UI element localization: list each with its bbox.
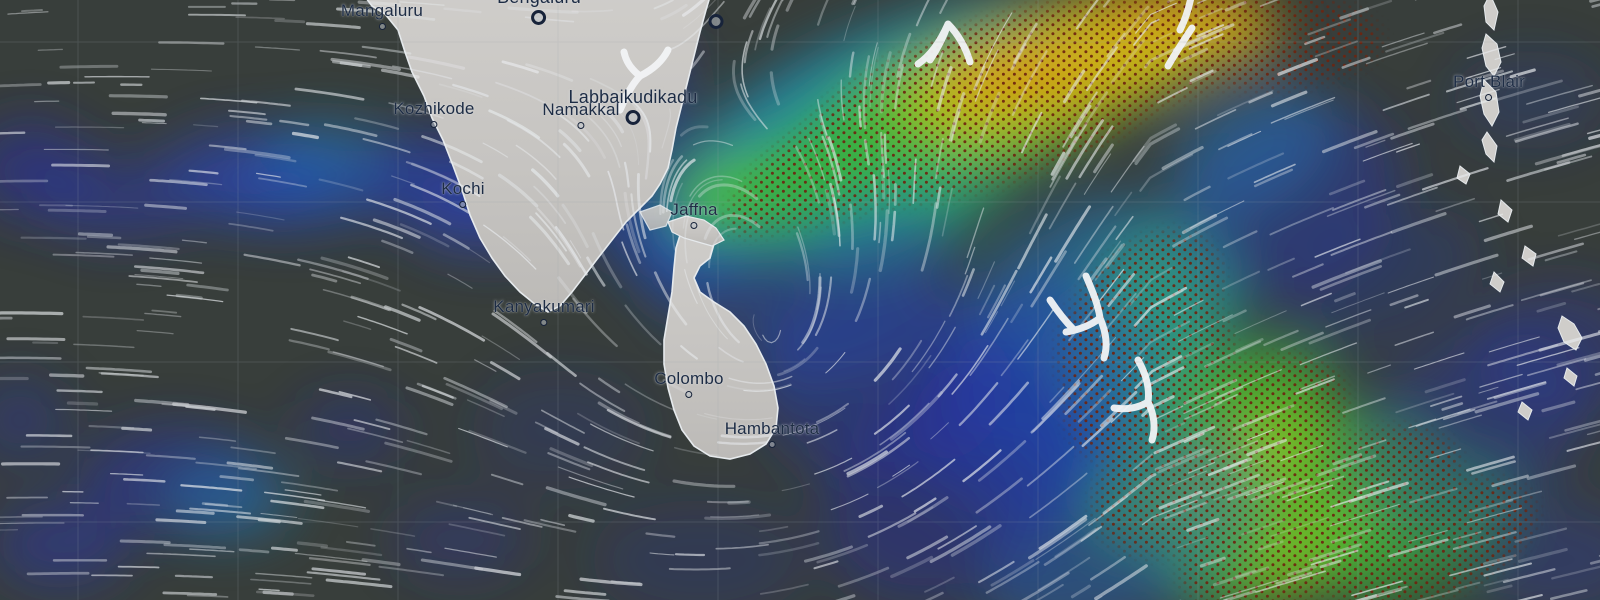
sri-lanka-landmass: [663, 225, 779, 460]
india-landmass: [366, 0, 710, 313]
andaman-nicobar-islands: [1456, 0, 1583, 421]
